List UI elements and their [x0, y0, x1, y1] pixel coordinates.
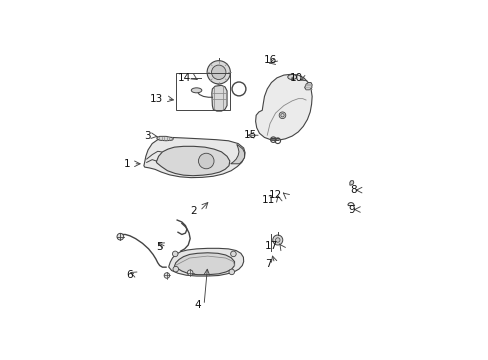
Circle shape [228, 269, 234, 275]
Text: 12: 12 [269, 190, 282, 200]
Circle shape [207, 61, 230, 84]
Ellipse shape [191, 88, 202, 93]
Text: 8: 8 [350, 185, 357, 195]
Text: 5: 5 [156, 242, 163, 252]
Circle shape [164, 273, 169, 278]
Text: 14: 14 [178, 73, 191, 83]
Text: 13: 13 [150, 94, 163, 104]
Text: 16: 16 [263, 55, 276, 66]
Text: 17: 17 [264, 241, 277, 251]
Text: 1: 1 [123, 159, 130, 169]
Circle shape [211, 65, 225, 80]
Polygon shape [157, 136, 173, 141]
Circle shape [275, 238, 280, 242]
Circle shape [230, 251, 236, 257]
Polygon shape [349, 181, 353, 185]
Text: 4: 4 [194, 300, 200, 310]
Circle shape [198, 153, 214, 169]
Circle shape [272, 235, 282, 245]
Polygon shape [156, 146, 229, 176]
Polygon shape [230, 144, 244, 164]
Text: 11: 11 [262, 195, 275, 205]
Text: 7: 7 [264, 258, 271, 269]
Text: 9: 9 [347, 204, 354, 215]
Polygon shape [214, 74, 223, 84]
Polygon shape [304, 82, 311, 90]
Polygon shape [174, 253, 234, 275]
Polygon shape [211, 85, 226, 111]
Circle shape [173, 266, 178, 272]
Text: 6: 6 [126, 270, 133, 280]
Text: 15: 15 [244, 130, 257, 140]
Circle shape [117, 233, 123, 240]
Circle shape [279, 112, 285, 118]
Bar [176, 73, 230, 110]
Ellipse shape [287, 75, 296, 80]
Text: 2: 2 [189, 206, 196, 216]
Polygon shape [143, 138, 244, 177]
Circle shape [187, 270, 193, 275]
Polygon shape [255, 74, 311, 140]
Text: 10: 10 [289, 73, 303, 83]
Circle shape [172, 251, 178, 257]
Text: 3: 3 [144, 131, 150, 141]
Polygon shape [168, 248, 243, 276]
